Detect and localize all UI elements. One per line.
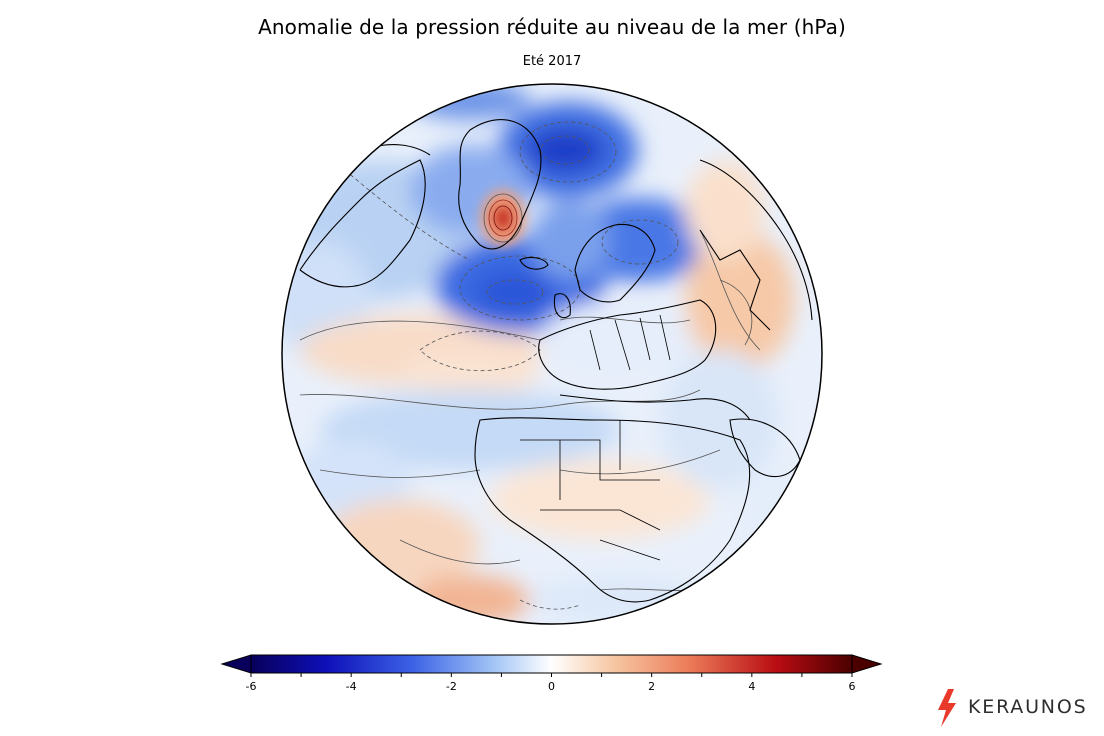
colorbar-tick-label: 0 xyxy=(548,680,555,693)
colorbar-gradient xyxy=(250,654,853,674)
colorbar-tick-label: 2 xyxy=(648,680,655,693)
map-title: Anomalie de la pression réduite au nivea… xyxy=(258,15,846,39)
colorbar-tick-label: -4 xyxy=(346,680,357,693)
map-subtitle: Eté 2017 xyxy=(522,54,582,69)
colorbar-tick-label: 6 xyxy=(849,680,856,693)
colorbar-tick-label: 4 xyxy=(748,680,755,693)
anomaly-globe-map xyxy=(281,83,823,625)
anomaly-field xyxy=(282,84,822,624)
colorbar-tick-label: -2 xyxy=(446,680,457,693)
keraunos-logo: KERAUNOS xyxy=(934,688,1099,728)
coastlines xyxy=(299,119,813,603)
colorbar-tick-label: -6 xyxy=(246,680,257,693)
colorbar-extend-low-icon xyxy=(220,654,252,674)
logo-text: KERAUNOS xyxy=(968,696,1088,718)
globe-outline xyxy=(281,83,823,625)
colorbar: -6 -4 -2 0 2 4 6 xyxy=(220,654,883,693)
lightning-bolt-icon xyxy=(938,689,956,727)
colorbar-extend-high-icon xyxy=(851,654,883,674)
